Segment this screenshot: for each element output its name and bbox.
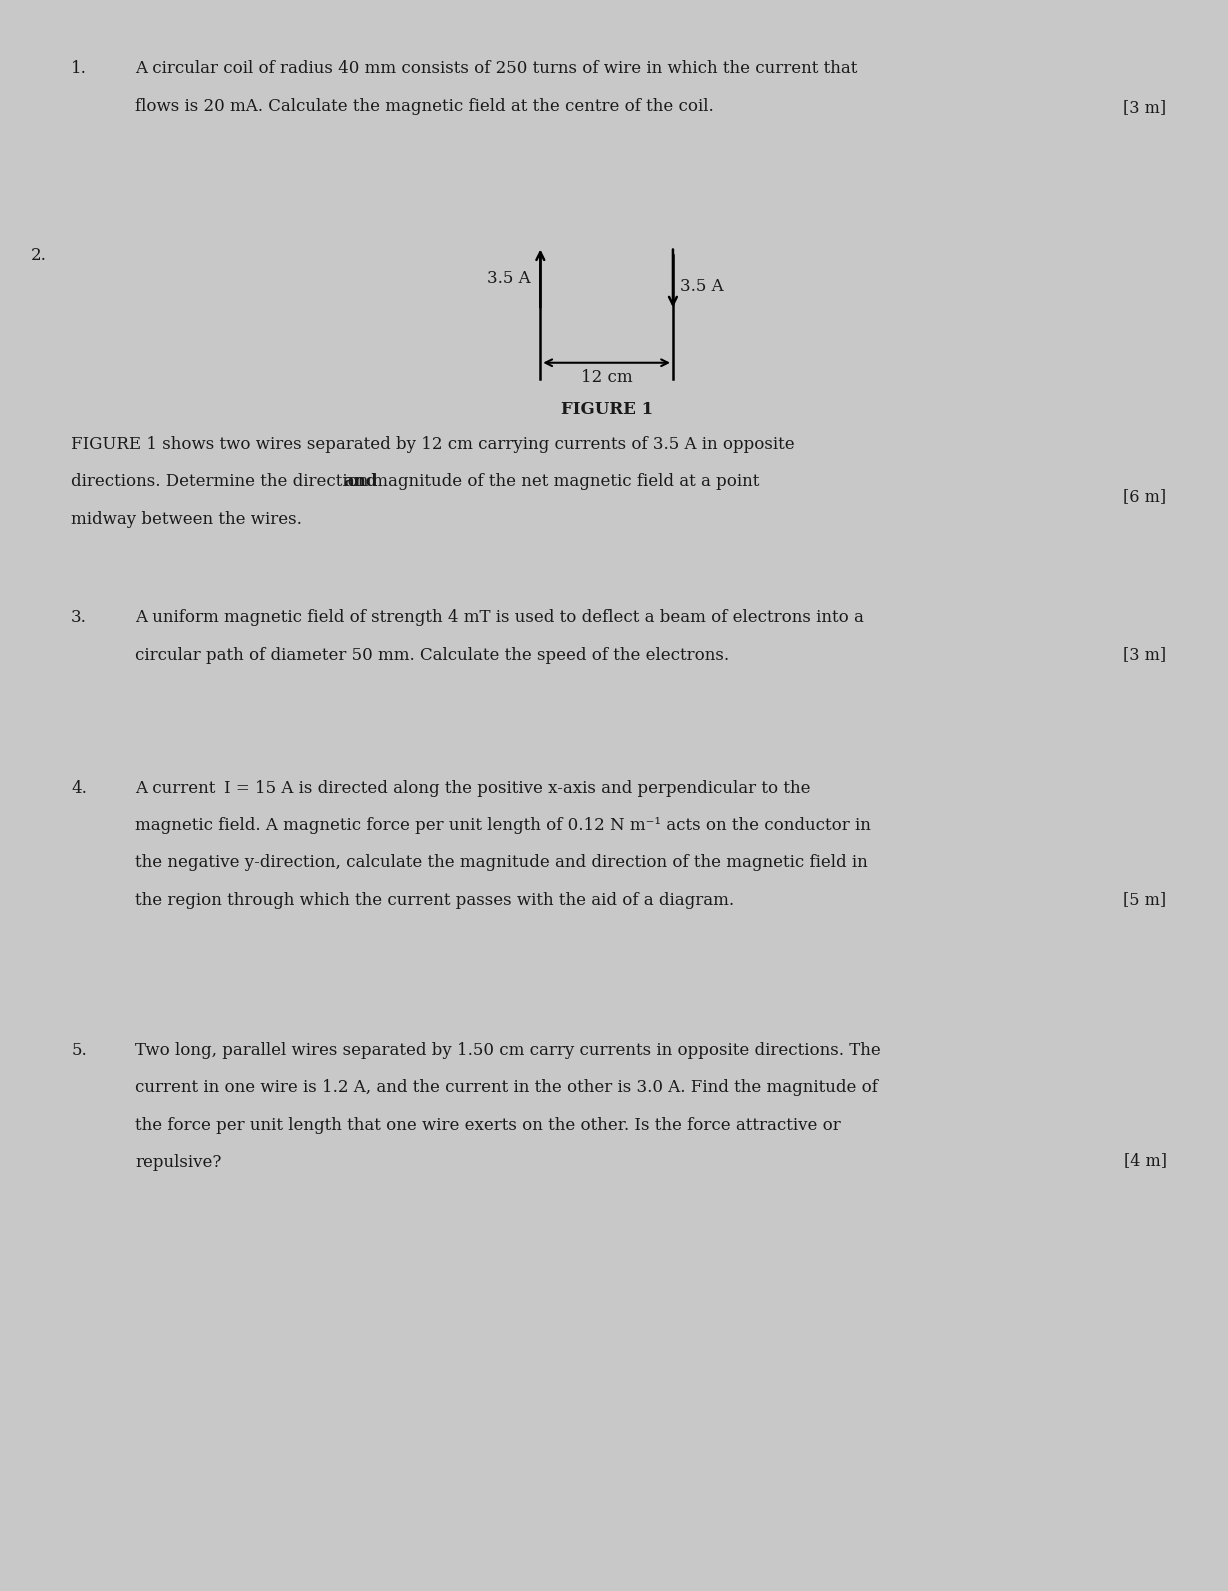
- Text: 4.: 4.: [71, 780, 87, 797]
- Text: 3.5 A: 3.5 A: [486, 270, 530, 288]
- Text: A uniform magnetic field of strength 4 mT is used to deflect a beam of electrons: A uniform magnetic field of strength 4 m…: [135, 609, 865, 627]
- Text: [4 m]: [4 m]: [1124, 1152, 1167, 1169]
- Text: FIGURE 1: FIGURE 1: [560, 401, 653, 418]
- Text: [3 m]: [3 m]: [1124, 646, 1167, 663]
- Text: Two long, parallel wires separated by 1.50 cm carry currents in opposite directi: Two long, parallel wires separated by 1.…: [135, 1042, 880, 1060]
- Text: midway between the wires.: midway between the wires.: [71, 511, 302, 528]
- Text: the force per unit length that one wire exerts on the other. Is the force attrac: the force per unit length that one wire …: [135, 1117, 841, 1134]
- Text: 2.: 2.: [31, 247, 47, 264]
- Text: the negative y-direction, calculate the magnitude and direction of the magnetic : the negative y-direction, calculate the …: [135, 854, 868, 872]
- Text: [6 m]: [6 m]: [1124, 488, 1167, 506]
- Text: 12 cm: 12 cm: [581, 369, 632, 387]
- Text: 5.: 5.: [71, 1042, 87, 1060]
- Text: 1.: 1.: [71, 60, 87, 78]
- Text: A circular coil of radius 40 mm consists of 250 turns of wire in which the curre: A circular coil of radius 40 mm consists…: [135, 60, 857, 78]
- Text: the region through which the current passes with the aid of a diagram.: the region through which the current pas…: [135, 891, 734, 908]
- Text: 3.5 A: 3.5 A: [680, 278, 725, 296]
- Text: A current  I = 15 A is directed along the positive x-axis and perpendicular to t: A current I = 15 A is directed along the…: [135, 780, 810, 797]
- Text: magnitude of the net magnetic field at a point: magnitude of the net magnetic field at a…: [367, 474, 759, 490]
- Text: magnetic field. A magnetic force per unit length of 0.12 N m⁻¹ acts on the condu: magnetic field. A magnetic force per uni…: [135, 818, 871, 834]
- Text: [3 m]: [3 m]: [1124, 99, 1167, 116]
- Text: directions. Determine the direction: directions. Determine the direction: [71, 474, 373, 490]
- Text: FIGURE 1 shows two wires separated by 12 cm carrying currents of 3.5 A in opposi: FIGURE 1 shows two wires separated by 12…: [71, 436, 795, 453]
- Text: [5 m]: [5 m]: [1124, 891, 1167, 908]
- Text: 3.: 3.: [71, 609, 87, 627]
- Text: and: and: [343, 474, 377, 490]
- Text: current in one wire is 1.2 A, and the current in the other is 3.0 A. Find the ma: current in one wire is 1.2 A, and the cu…: [135, 1080, 878, 1096]
- Text: circular path of diameter 50 mm. Calculate the speed of the electrons.: circular path of diameter 50 mm. Calcula…: [135, 646, 729, 663]
- Text: flows is 20 mA. Calculate the magnetic field at the centre of the coil.: flows is 20 mA. Calculate the magnetic f…: [135, 99, 713, 115]
- Text: repulsive?: repulsive?: [135, 1155, 221, 1171]
